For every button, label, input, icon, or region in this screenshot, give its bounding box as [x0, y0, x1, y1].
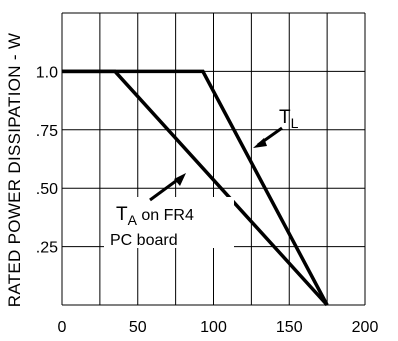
svg-text:TL: TL	[279, 107, 299, 131]
annotation-ta: TA on FR4 PC board	[104, 173, 234, 249]
y-tick-label: .50	[36, 181, 58, 198]
y-tick-label: .75	[36, 123, 58, 140]
annotation-tl-main: T	[279, 107, 291, 128]
series-line-ta	[62, 69, 329, 307]
annotation-ta-line2: PC board	[110, 232, 178, 249]
annotation-tl-arrowhead	[253, 138, 267, 148]
svg-text:TA on FR4: TA on FR4	[116, 204, 194, 228]
annotation-tl-sub: L	[291, 115, 299, 131]
y-axis-label: RATED POWER DISSIPATION - W	[5, 33, 24, 307]
annotation-ta-main: T	[116, 204, 128, 225]
annotation-ta-sub: A	[128, 212, 138, 228]
annotation-ta-arrow	[149, 176, 181, 202]
series-lines	[62, 69, 329, 307]
annotation-ta-rest: on FR4	[137, 207, 194, 224]
x-tick-label: 100	[200, 319, 227, 336]
x-tick-label: 0	[58, 319, 67, 336]
annotation-ta-arrowhead	[174, 173, 186, 186]
y-tick-label: .25	[36, 240, 58, 257]
x-tick-label: 200	[352, 319, 379, 336]
x-tick-label: 150	[276, 319, 303, 336]
grid	[61, 12, 366, 306]
annotation-ta-background	[104, 197, 234, 248]
y-tick-label: 1.0	[36, 64, 58, 81]
annotation-tl: TL	[253, 107, 299, 148]
tick-labels: 0 50 100 150 200 .25 .50 .75 1.0	[36, 64, 379, 336]
x-tick-label: 50	[129, 319, 147, 336]
